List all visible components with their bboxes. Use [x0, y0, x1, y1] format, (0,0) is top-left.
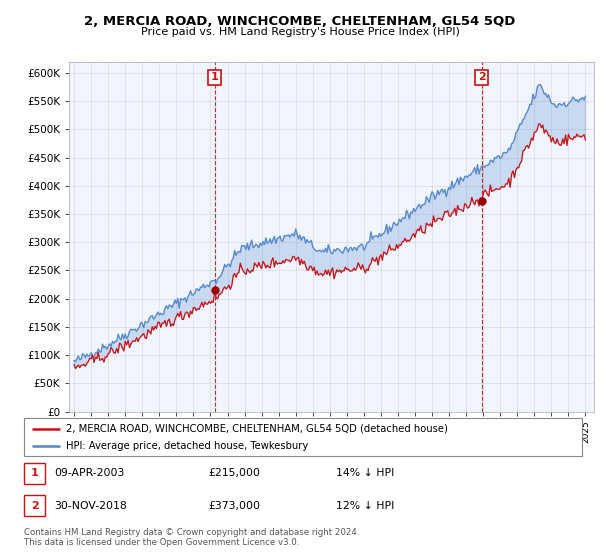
Text: 1: 1	[211, 72, 218, 82]
Text: 2: 2	[478, 72, 485, 82]
Text: 12% ↓ HPI: 12% ↓ HPI	[337, 501, 395, 511]
Text: Contains HM Land Registry data © Crown copyright and database right 2024.: Contains HM Land Registry data © Crown c…	[24, 528, 359, 536]
Text: 2, MERCIA ROAD, WINCHCOMBE, CHELTENHAM, GL54 5QD: 2, MERCIA ROAD, WINCHCOMBE, CHELTENHAM, …	[85, 15, 515, 28]
FancyBboxPatch shape	[24, 463, 45, 484]
Text: £373,000: £373,000	[208, 501, 260, 511]
Text: 09-APR-2003: 09-APR-2003	[55, 468, 125, 478]
Text: 2: 2	[31, 501, 38, 511]
Text: This data is licensed under the Open Government Licence v3.0.: This data is licensed under the Open Gov…	[24, 538, 299, 547]
FancyBboxPatch shape	[24, 495, 45, 516]
Text: HPI: Average price, detached house, Tewkesbury: HPI: Average price, detached house, Tewk…	[66, 441, 308, 451]
Text: Price paid vs. HM Land Registry's House Price Index (HPI): Price paid vs. HM Land Registry's House …	[140, 27, 460, 38]
Text: 30-NOV-2018: 30-NOV-2018	[55, 501, 127, 511]
Text: 14% ↓ HPI: 14% ↓ HPI	[337, 468, 395, 478]
Text: 1: 1	[31, 468, 38, 478]
Text: 2, MERCIA ROAD, WINCHCOMBE, CHELTENHAM, GL54 5QD (detached house): 2, MERCIA ROAD, WINCHCOMBE, CHELTENHAM, …	[66, 423, 448, 433]
FancyBboxPatch shape	[24, 418, 582, 456]
Text: £215,000: £215,000	[208, 468, 260, 478]
